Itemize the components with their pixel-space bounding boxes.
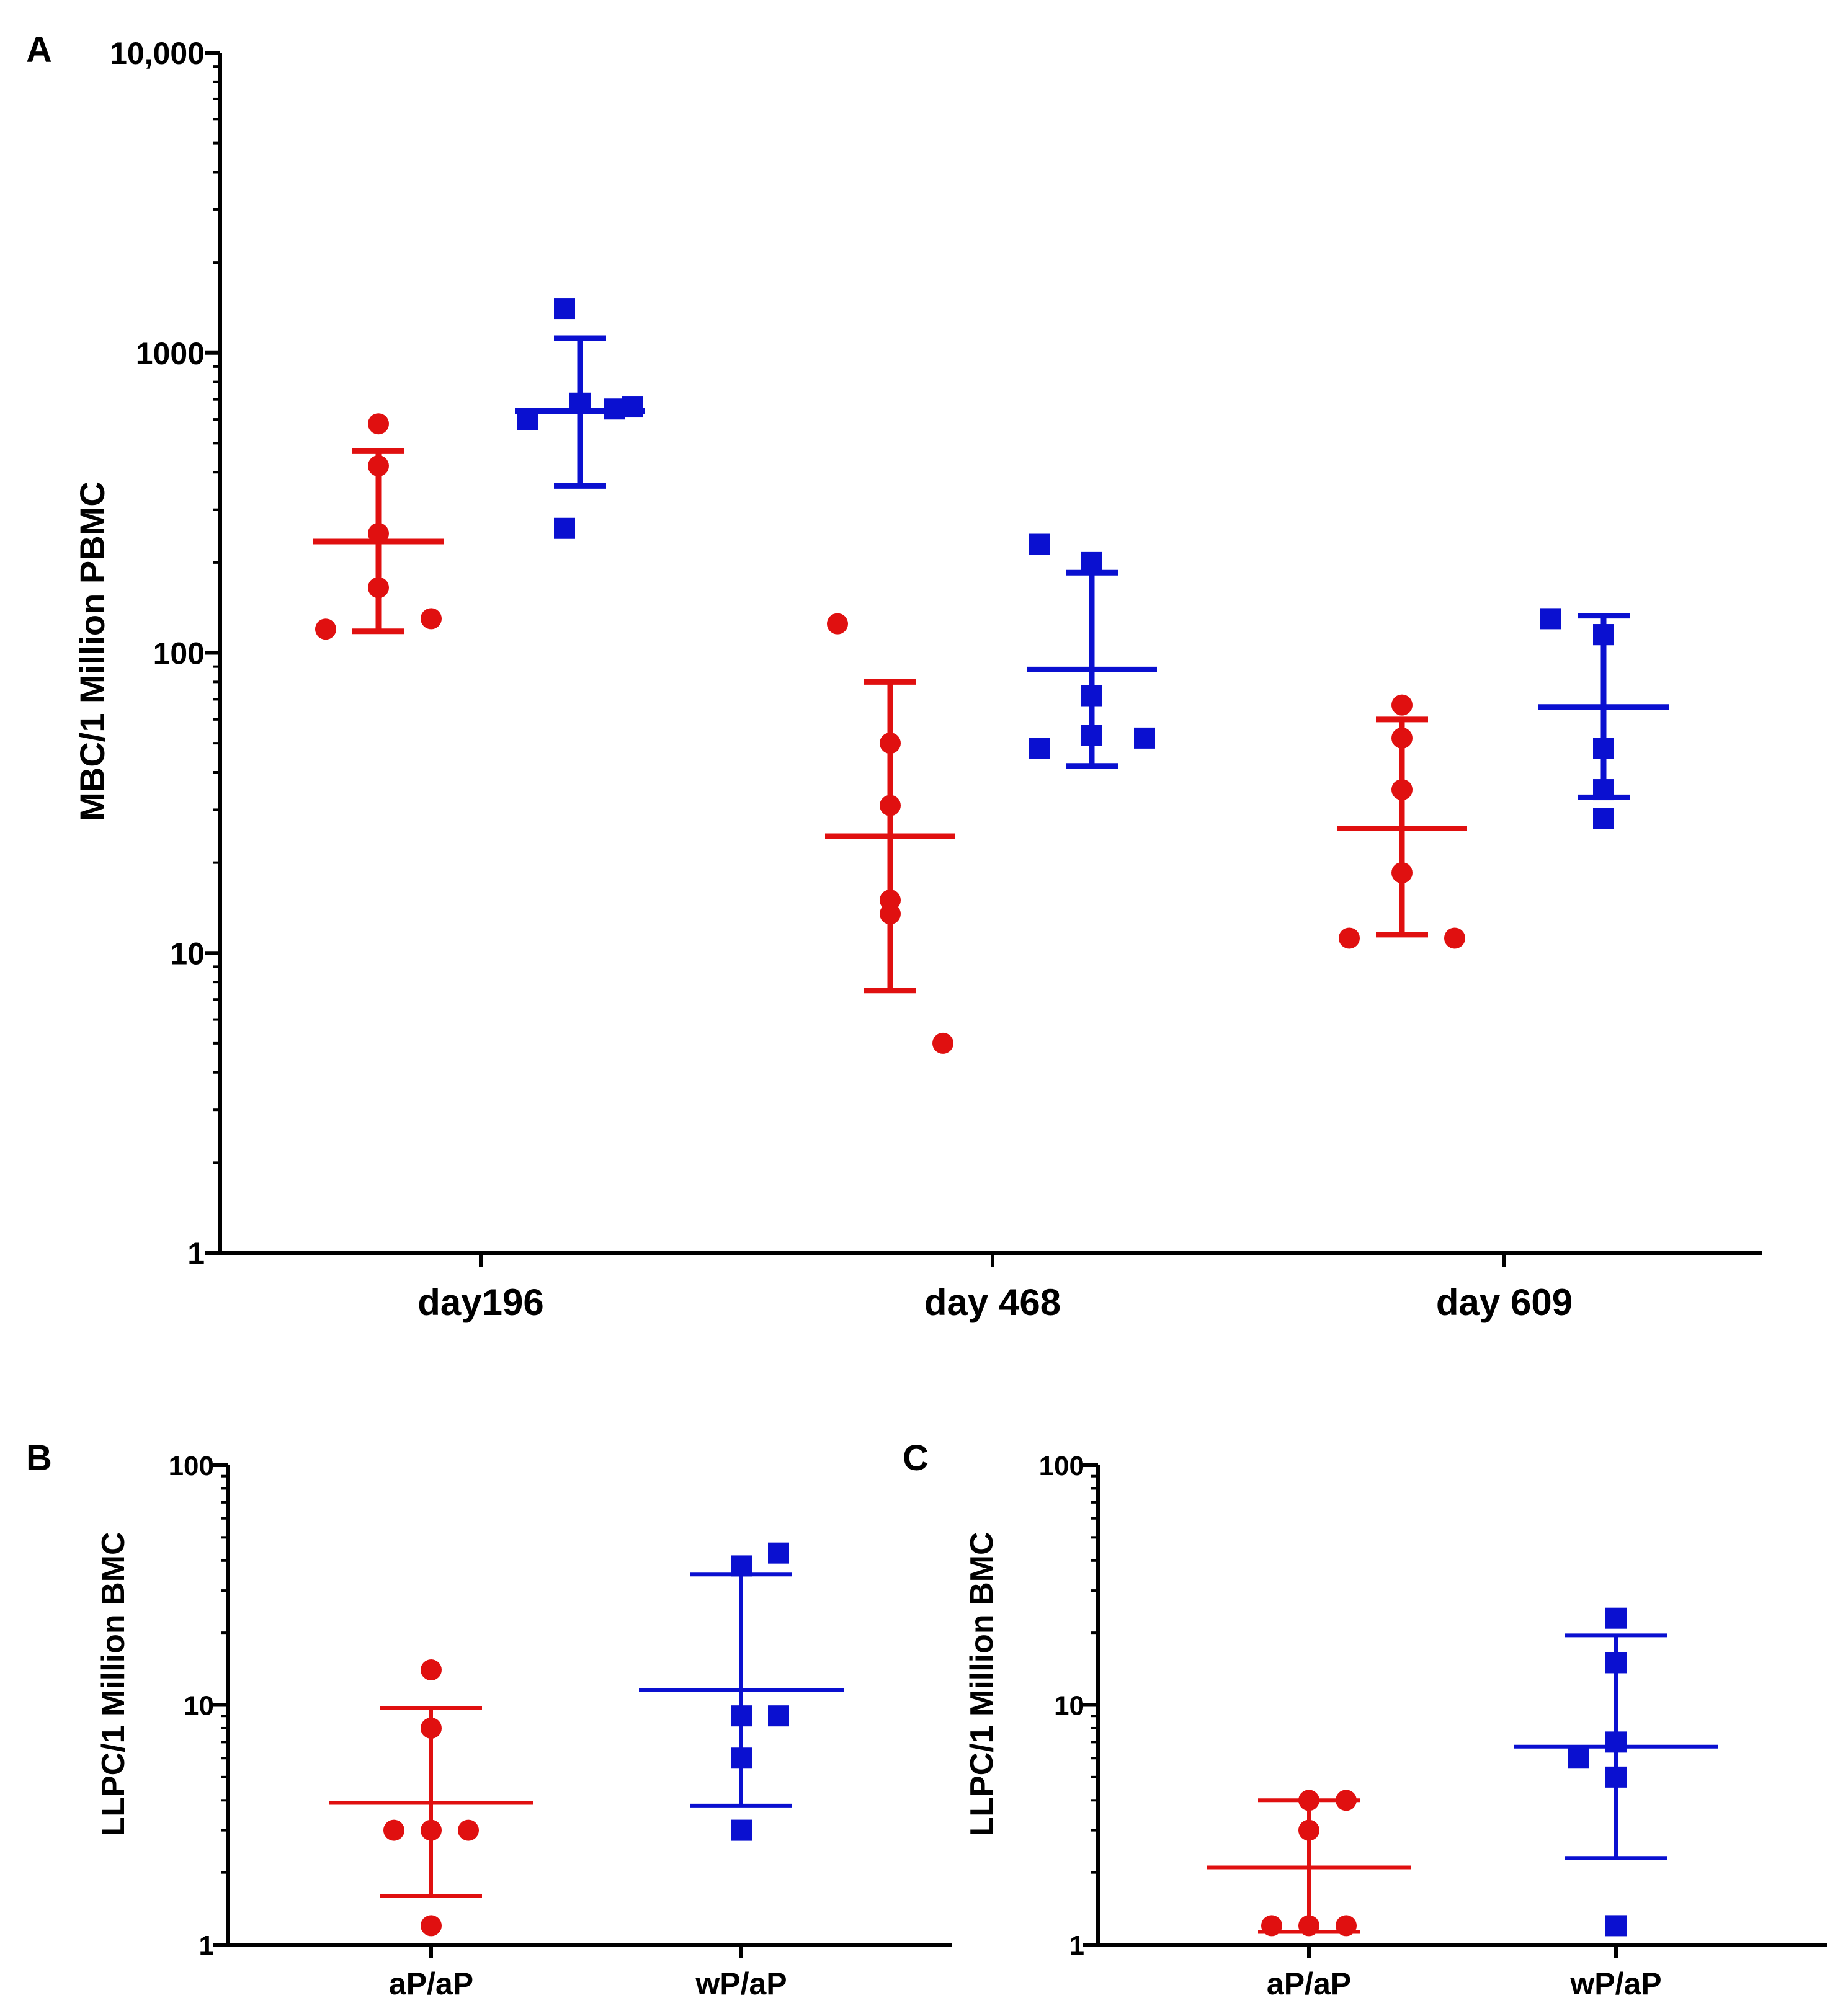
panel-a-point-circle — [368, 455, 389, 477]
panel-a-x-tick-label: day196 — [417, 1282, 544, 1323]
panel-a-point-square — [1593, 808, 1614, 829]
panel-c-axes: 1 10 100 aP/aP wP/aP — [1039, 1451, 1827, 2001]
panel-a-y-tick-label: 100 — [153, 636, 205, 671]
panel-b-axes: 1 10 100 aP/aP wP/aP — [169, 1451, 952, 2001]
panel-a-point-circle — [1391, 727, 1413, 749]
panel-a-point-circle — [368, 413, 389, 435]
panel-a-point-circle — [1339, 927, 1360, 949]
panel-a-y-tick-label: 10,000 — [110, 36, 205, 71]
panel-c-y-axis-title: LLPC/1 Million BMC — [964, 1532, 1000, 1836]
panel-c-y-tick-label: 100 — [1039, 1451, 1084, 1481]
panel-b-y-tick-label: 100 — [169, 1451, 214, 1481]
panel-a-point-square — [1593, 779, 1614, 801]
panel-b-letter: B — [26, 1438, 52, 1478]
panel-b-point-square — [731, 1747, 752, 1769]
panel-c-y-tick-label: 10 — [1054, 1690, 1084, 1721]
panel-b-point-circle — [421, 1915, 442, 1937]
panel-a-point-square — [1540, 608, 1561, 630]
panel-a-point-square — [622, 396, 643, 418]
panel-a-point-square — [1593, 624, 1614, 646]
panel-c-point-square — [1605, 1607, 1627, 1629]
panel-b-point-circle — [421, 1717, 442, 1739]
panel-a-y-tick-label: 1 — [187, 1236, 205, 1271]
panel-a-point-square — [554, 298, 575, 320]
panel-b-y-tick-label: 1 — [199, 1930, 214, 1961]
panel-a-axes: 1 10 100 1000 10,000 day196 day 468 day 609 — [110, 36, 1762, 1323]
panel-a-point-square — [1029, 533, 1050, 555]
panel-a-point-square — [1081, 725, 1102, 746]
panel-b: B LLPC/1 Million BMC 1 10 100 aP/aP wP/aP — [26, 1438, 952, 2001]
panel-c-point-square — [1605, 1915, 1627, 1937]
panel-c-point-circle — [1261, 1915, 1282, 1937]
panel-b-point-circle — [458, 1819, 479, 1841]
panel-a-point-circle — [368, 522, 389, 544]
panel-b-point-square — [768, 1705, 789, 1727]
panel-a-point-square — [1029, 738, 1050, 759]
panel-b-point-square — [731, 1555, 752, 1577]
panel-b-x-tick-label: wP/aP — [695, 1966, 787, 2001]
panel-a-point-circle — [1444, 927, 1465, 949]
panel-a-x-tick-label: day 468 — [924, 1282, 1061, 1323]
panel-b-y-axis-title: LLPC/1 Million BMC — [96, 1532, 132, 1836]
panel-a-point-square — [569, 392, 591, 414]
panel-c-point-circle — [1336, 1915, 1357, 1937]
panel-c-point-circle — [1336, 1790, 1357, 1811]
panel-b-point-square — [768, 1542, 789, 1564]
panel-c-point-square — [1605, 1731, 1627, 1753]
panel-a-y-axis-title: MBC/1 Million PBMC — [73, 481, 112, 821]
panel-a-point-circle — [368, 577, 389, 599]
panel-c-x-tick-label: aP/aP — [1267, 1966, 1351, 2001]
panel-a-point-circle — [880, 795, 901, 816]
panel-a-point-circle — [827, 613, 848, 635]
panel-a-point-circle — [315, 618, 336, 640]
panel-a-point-square — [604, 398, 625, 420]
panel-c-point-square — [1568, 1747, 1589, 1769]
panel-c-letter: C — [903, 1438, 929, 1478]
panel-a-point-circle — [1391, 862, 1413, 884]
panel-b-x-tick-label: aP/aP — [389, 1966, 473, 2001]
panel-a-point-square — [1134, 727, 1155, 749]
panel-b-point-square — [731, 1705, 752, 1727]
panel-a-point-circle — [880, 733, 901, 754]
panel-c-y-tick-label: 1 — [1069, 1930, 1084, 1961]
panel-a-point-circle — [880, 903, 901, 925]
panel-a-y-tick-label: 10 — [170, 936, 205, 971]
panel-a-point-square — [554, 517, 575, 539]
panel-c-point-circle — [1298, 1819, 1319, 1841]
panel-c-x-tick-label: wP/aP — [1569, 1966, 1661, 2001]
panel-b-marks — [329, 1542, 844, 1937]
panel-a-y-tick-label: 1000 — [136, 336, 205, 371]
panel-b-point-circle — [421, 1819, 442, 1841]
panel-c-point-square — [1605, 1652, 1627, 1674]
panel-b-point-circle — [383, 1819, 404, 1841]
panel-a-marks — [313, 298, 1669, 1054]
panel-a-point-square — [1593, 738, 1614, 759]
panel-a-point-circle — [1391, 779, 1413, 801]
panel-a-letter: A — [26, 30, 52, 70]
panel-a-point-square — [1081, 551, 1102, 573]
panel-a-point-circle — [932, 1032, 953, 1054]
panel-a-point-circle — [1391, 694, 1413, 716]
panel-a-x-tick-label: day 609 — [1436, 1282, 1573, 1323]
panel-c-point-square — [1605, 1766, 1627, 1788]
panel-a: A MBC/1 Million PBMC 1 10 100 1000 10,000 day… — [26, 30, 1762, 1323]
panel-b-point-square — [731, 1819, 752, 1841]
panel-c: C LLPC/1 Million BMC 1 10 100 aP/aP wP/aP — [903, 1438, 1827, 2001]
panel-a-point-square — [517, 409, 538, 430]
panel-c-point-circle — [1298, 1790, 1319, 1811]
panel-a-point-square — [1081, 685, 1102, 707]
panel-c-marks — [1207, 1607, 1718, 1937]
panel-b-y-tick-label: 10 — [184, 1690, 214, 1721]
panel-a-point-circle — [421, 608, 442, 630]
panel-b-point-circle — [421, 1659, 442, 1681]
panel-c-point-circle — [1298, 1915, 1319, 1937]
